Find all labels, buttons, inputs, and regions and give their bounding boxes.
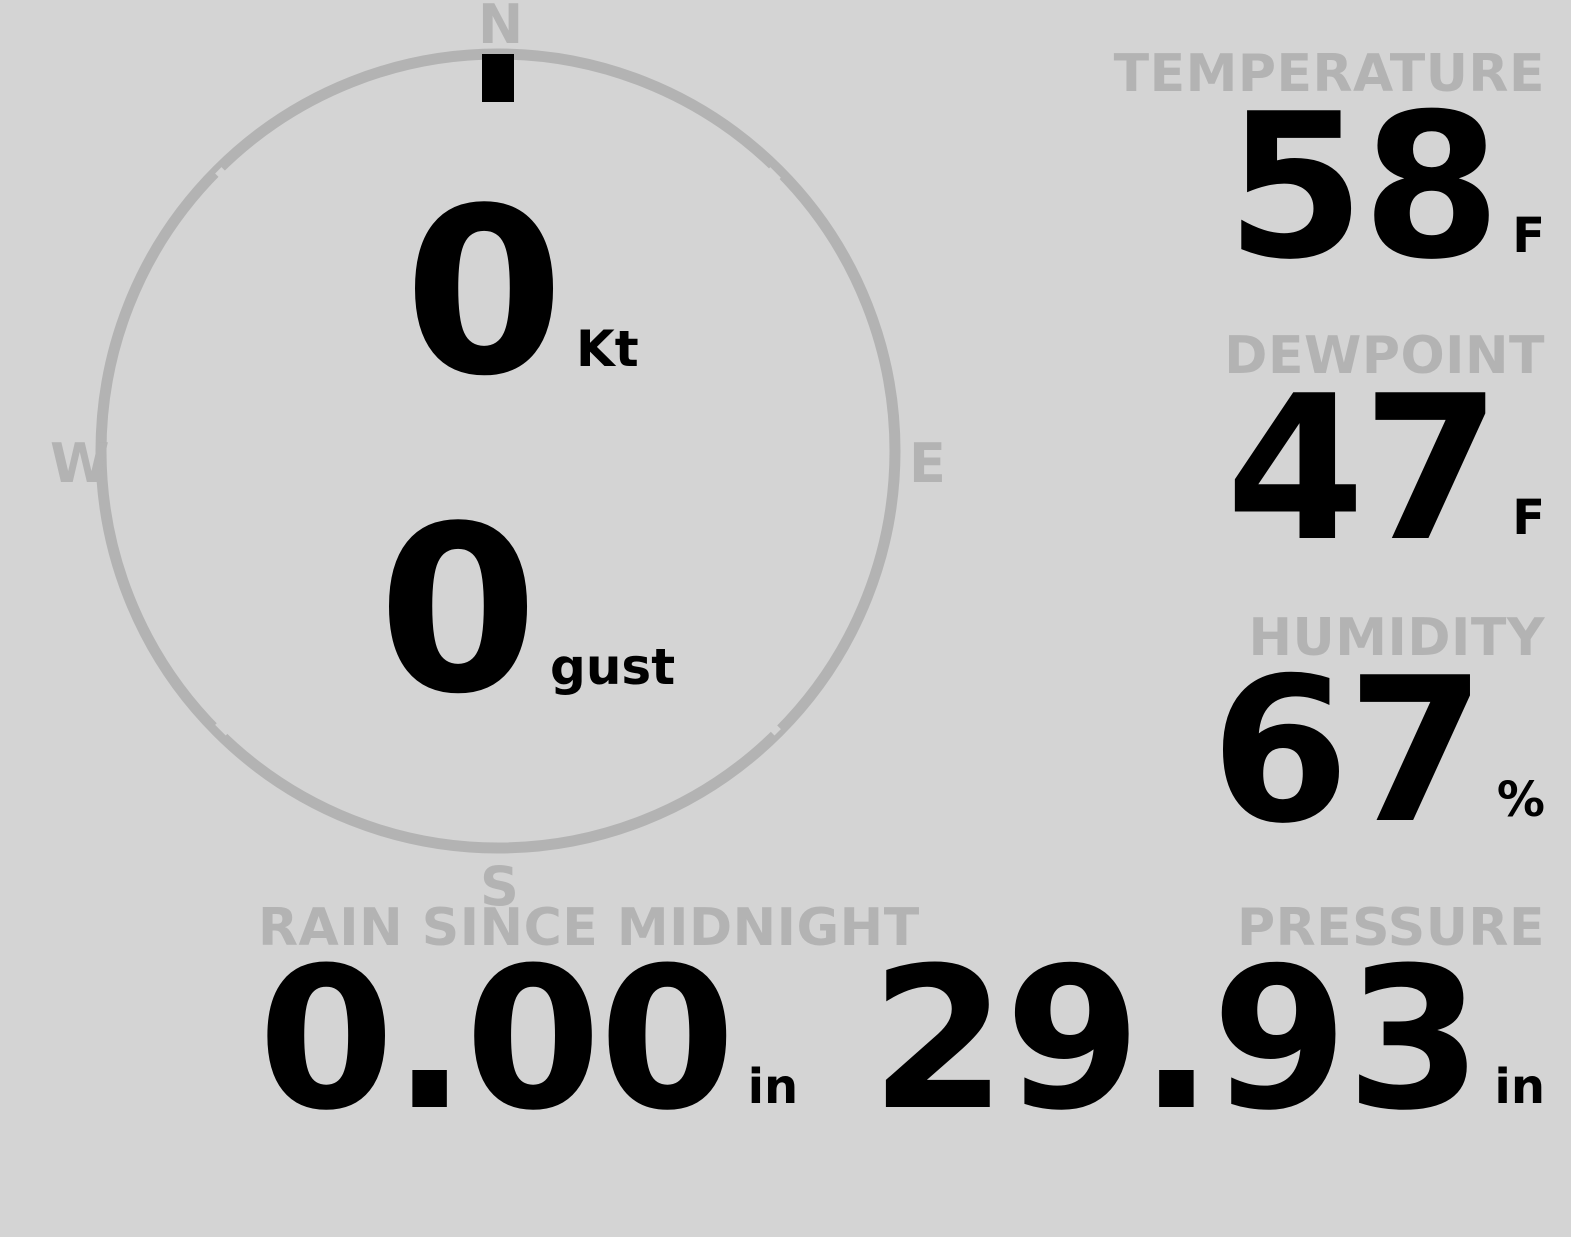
wind-direction-indicator: [482, 54, 514, 102]
stat-dewpoint: DEWPOINT 47 F: [1224, 326, 1545, 586]
stat-dewpoint-unit: F: [1512, 490, 1545, 546]
wind-speed-value: 0: [404, 160, 564, 427]
compass-tick-ne: [763, 167, 781, 185]
stat-rain-row: 0.00 in: [258, 926, 920, 1154]
stat-pressure-row: 29.93 in: [870, 926, 1545, 1154]
wind-speed-readout: 0 Kt: [404, 160, 639, 427]
wind-gust-unit: gust: [550, 638, 676, 696]
stat-humidity-value: 67: [1210, 635, 1486, 868]
stat-temperature: TEMPERATURE 58 F: [1113, 44, 1545, 304]
compass-label-east: E: [909, 432, 946, 495]
compass-label-north: N: [478, 0, 524, 56]
compass-label-south: S: [480, 855, 519, 918]
stat-rain-since-midnight: RAIN SINCE MIDNIGHT 0.00 in: [258, 898, 920, 1154]
stat-dewpoint-value: 47: [1225, 353, 1501, 586]
stat-pressure-unit: in: [1494, 1059, 1545, 1115]
compass-rose-graphic: [95, 48, 901, 854]
compass-tick-nw: [215, 167, 233, 185]
stat-temperature-row: 58 F: [1114, 71, 1545, 304]
stat-pressure-value: 29.93: [870, 926, 1482, 1154]
stat-pressure: PRESSURE 29.93 in: [870, 898, 1545, 1154]
wind-speed-unit: Kt: [576, 320, 639, 378]
compass-tick-se: [763, 718, 781, 736]
stat-temperature-value: 58: [1225, 71, 1501, 304]
stat-humidity-label: HUMIDITY: [1248, 608, 1545, 668]
compass-tick-sw: [215, 718, 233, 736]
compass-tick-marks: [215, 167, 781, 736]
stat-humidity-unit: %: [1496, 772, 1545, 828]
stat-rain-value: 0.00: [258, 926, 736, 1154]
wind-gust-value: 0: [378, 478, 538, 745]
stat-rain-unit: in: [747, 1059, 799, 1115]
compass-label-west: W: [50, 432, 110, 495]
stat-rain-label: RAIN SINCE MIDNIGHT: [258, 898, 920, 958]
stat-humidity: HUMIDITY 67 %: [1210, 608, 1545, 868]
stat-humidity-row: 67 %: [1210, 635, 1545, 868]
stat-dewpoint-label: DEWPOINT: [1224, 326, 1545, 386]
stat-temperature-label: TEMPERATURE: [1113, 44, 1545, 104]
stat-pressure-label: PRESSURE: [1236, 898, 1545, 958]
wind-compass-dial: N E S W 0 Kt 0 gust: [0, 0, 1000, 914]
wind-gust-readout: 0 gust: [378, 478, 676, 745]
stat-dewpoint-row: 47 F: [1224, 353, 1545, 586]
stat-temperature-unit: F: [1512, 208, 1545, 264]
